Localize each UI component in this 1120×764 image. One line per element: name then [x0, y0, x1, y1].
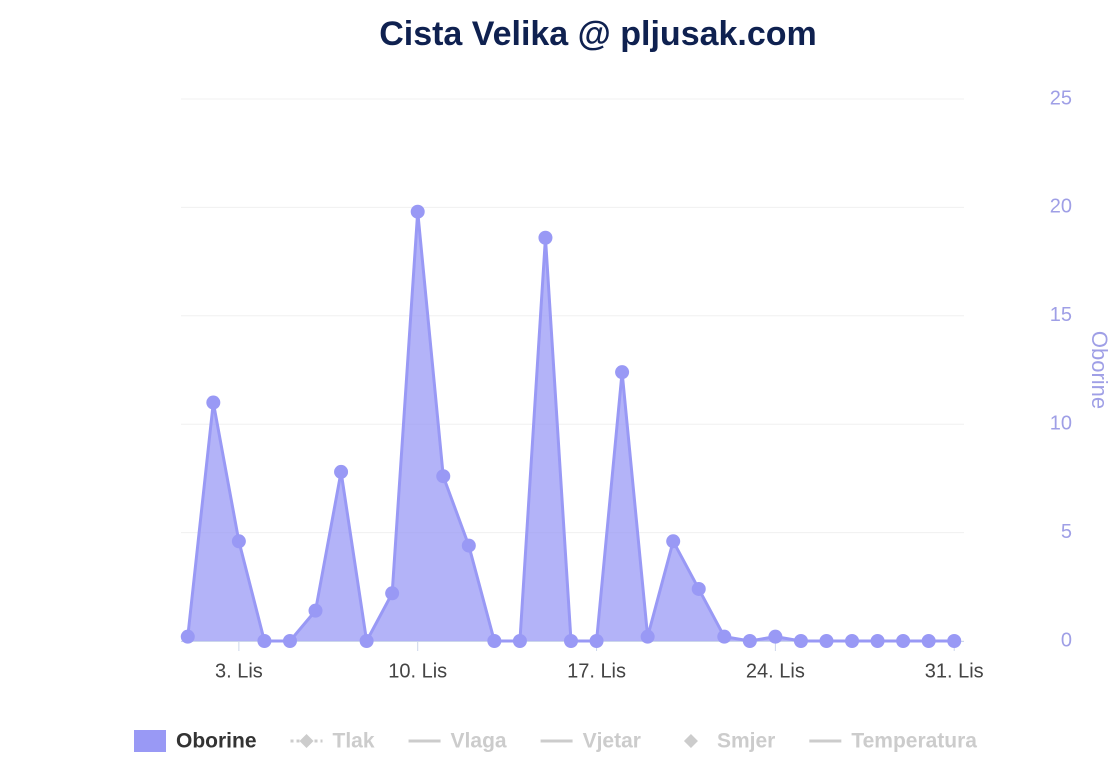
data-point: [921, 634, 936, 648]
data-point: [845, 634, 860, 648]
y-tick-label: 10: [1050, 412, 1072, 434]
data-point: [717, 629, 732, 644]
data-point: [793, 634, 808, 648]
data-point: [589, 634, 604, 648]
data-point: [742, 634, 757, 648]
legend-label[interactable]: Temperatura: [851, 730, 977, 753]
y-axis-title: Oborine: [1087, 331, 1112, 409]
x-tick-label: 31. Lis: [925, 660, 984, 682]
data-point: [819, 634, 834, 648]
data-point: [538, 230, 553, 245]
data-point: [666, 534, 681, 549]
x-tick-label: 3. Lis: [215, 660, 263, 682]
data-point: [282, 634, 297, 648]
data-point: [308, 603, 323, 618]
x-tick-label: 10. Lis: [388, 660, 447, 682]
legend-label: Oborine: [176, 730, 257, 753]
legend-label[interactable]: Smjer: [717, 730, 775, 753]
data-point: [640, 629, 655, 644]
data-point: [180, 629, 195, 644]
area-fill: [187, 211, 955, 641]
legend-symbol: [299, 734, 314, 748]
data-point: [334, 464, 349, 479]
data-point: [768, 629, 783, 644]
data-point: [436, 469, 451, 484]
data-point: [564, 634, 578, 648]
y-tick-label: 15: [1050, 304, 1072, 326]
legend-label[interactable]: Vjetar: [583, 730, 641, 753]
y-tick-label: 5: [1061, 521, 1072, 543]
data-point: [461, 538, 476, 553]
x-tick-label: 17. Lis: [567, 660, 626, 682]
data-point: [231, 534, 246, 549]
y-tick-label: 0: [1061, 629, 1072, 651]
data-point: [359, 634, 374, 648]
data-point: [410, 204, 425, 219]
y-tick-label: 20: [1050, 196, 1072, 218]
data-point: [896, 634, 911, 648]
data-point: [385, 586, 400, 601]
legend-label[interactable]: Tlak: [333, 730, 375, 753]
data-point: [691, 581, 706, 596]
data-point: [206, 395, 221, 410]
data-point: [870, 634, 885, 648]
data-point: [947, 634, 962, 648]
x-tick-label: 24. Lis: [746, 660, 805, 682]
legend-label[interactable]: Vlaga: [451, 730, 507, 753]
legend-symbol: [134, 730, 166, 752]
y-tick-label: 25: [1050, 87, 1072, 109]
data-point: [512, 634, 527, 648]
chart-title: Cista Velika @ pljusak.com: [379, 15, 817, 53]
area-line: [186, 210, 955, 643]
data-point: [257, 634, 272, 648]
data-point: [487, 634, 502, 648]
data-point: [615, 365, 630, 380]
legend-symbol: [683, 734, 698, 748]
